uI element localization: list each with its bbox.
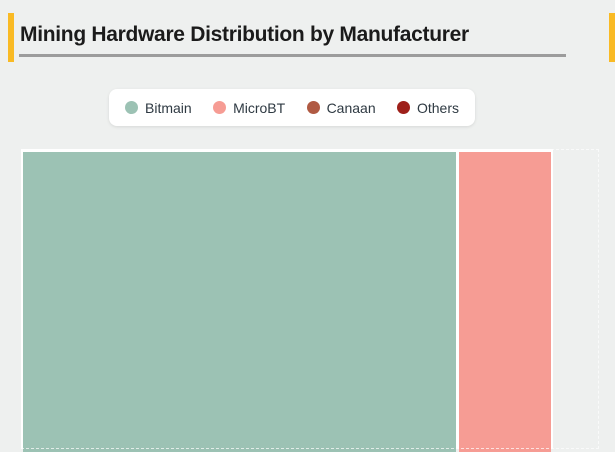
legend-item-canaan[interactable]: Canaan bbox=[306, 99, 376, 116]
legend-swatch-bitmain-icon bbox=[125, 101, 138, 114]
title-underline bbox=[19, 54, 566, 57]
legend-swatch-others-icon bbox=[396, 101, 410, 114]
treemap-tile-bitmain[interactable] bbox=[23, 152, 456, 452]
legend-label-microbt: MicroBT bbox=[233, 99, 286, 116]
page-title: Mining Hardware Distribution by Manufact… bbox=[20, 23, 469, 46]
infographic-canvas: Mining Hardware Distribution by Manufact… bbox=[8, 13, 615, 452]
legend-swatch-microbt-icon bbox=[213, 101, 227, 114]
chart-legend: Bitmain MicroBT Canaan Others bbox=[109, 89, 475, 126]
treemap-tile-microbt[interactable] bbox=[459, 152, 551, 452]
treemap-container-outline bbox=[21, 149, 599, 449]
legend-swatch-canaan-icon bbox=[306, 101, 320, 114]
legend-label-bitmain: Bitmain bbox=[145, 99, 192, 116]
legend-label-others: Others bbox=[416, 99, 459, 116]
left-accent-bar bbox=[8, 13, 14, 62]
legend-label-canaan: Canaan bbox=[326, 99, 376, 116]
legend-item-microbt[interactable]: MicroBT bbox=[213, 100, 285, 116]
page: { "page": { "background": "#EEF0EF", "ac… bbox=[8, 13, 615, 452]
legend-item-others[interactable]: Others bbox=[396, 99, 459, 116]
legend-item-bitmain[interactable]: Bitmain bbox=[125, 100, 192, 116]
right-accent-bar bbox=[609, 13, 615, 62]
